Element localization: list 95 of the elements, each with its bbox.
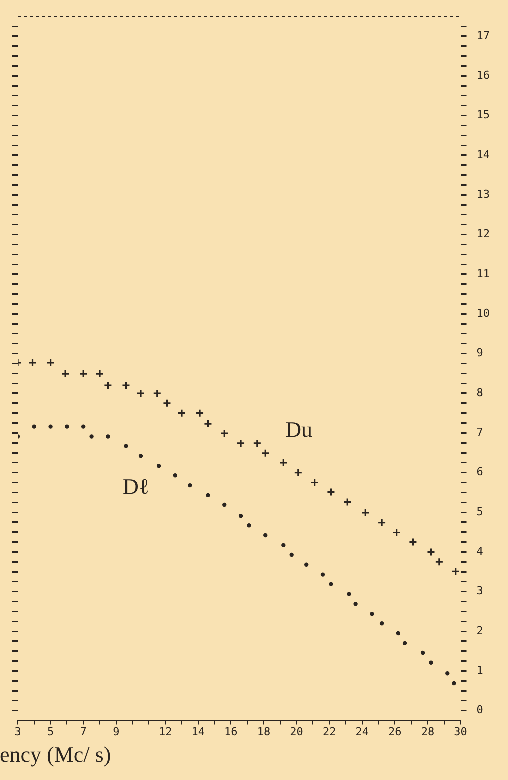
x-tick-label: 30 [454, 725, 468, 738]
point [48, 424, 53, 429]
point [396, 631, 401, 636]
point [310, 478, 320, 488]
point [426, 548, 436, 556]
x-tick-label: 12 [158, 725, 172, 738]
y-tick-label: 13 [476, 188, 490, 201]
x-tick-label: 9 [113, 725, 120, 738]
point [420, 650, 426, 656]
point [104, 381, 112, 390]
point [28, 358, 38, 368]
point [81, 424, 86, 429]
x-tick-label: 7 [80, 725, 87, 738]
point [343, 498, 352, 506]
point [156, 464, 162, 468]
y-tick-label: 17 [476, 29, 490, 42]
x-tick-label: 18 [257, 725, 271, 738]
point [290, 552, 294, 558]
y-tick-label: 8 [476, 386, 484, 400]
x-tick-label: 22 [322, 725, 336, 738]
point [253, 439, 262, 448]
point [361, 508, 370, 518]
y-tick-label: 0 [476, 704, 484, 717]
x-tick-label: 26 [388, 725, 402, 738]
point [173, 474, 178, 478]
point [162, 399, 172, 408]
point [435, 558, 444, 566]
point [153, 389, 162, 398]
y-tick-label: 6 [476, 466, 484, 479]
point [178, 409, 186, 418]
point [196, 409, 204, 418]
point [32, 424, 36, 429]
point [204, 420, 213, 428]
y-tick-label: 12 [476, 228, 490, 241]
point [320, 572, 326, 577]
point [124, 444, 128, 448]
point [79, 370, 88, 378]
point [402, 641, 408, 646]
point [282, 543, 286, 548]
y-tick-label: 10 [476, 307, 490, 320]
point [304, 562, 309, 567]
x-tick-label: 14 [192, 725, 206, 738]
y-tick-label: 5 [476, 505, 484, 518]
point [392, 528, 402, 538]
point [65, 424, 70, 429]
point [138, 454, 144, 458]
point [46, 358, 56, 368]
y-tick-label: 1 [476, 664, 484, 678]
point [279, 458, 288, 468]
y-tick-label: 2 [476, 624, 484, 638]
point [188, 483, 192, 488]
y-tick-label: 9 [476, 346, 484, 360]
series-label: Dℓ [123, 474, 150, 499]
point [329, 582, 334, 586]
point [238, 514, 244, 518]
point [378, 518, 386, 528]
x-tick-label: 28 [421, 725, 435, 738]
point [136, 389, 146, 398]
y-tick-label: 14 [476, 148, 490, 162]
point [122, 381, 131, 390]
point [261, 449, 270, 458]
point [452, 567, 460, 576]
point [236, 439, 246, 448]
series-label: Du [286, 417, 313, 442]
point [264, 533, 268, 538]
x-tick-label: 16 [224, 725, 238, 738]
point [61, 370, 70, 378]
point [326, 488, 336, 497]
y-tick-label: 16 [476, 68, 490, 82]
point [380, 622, 384, 626]
point [370, 612, 374, 616]
y-tick-label: 4 [476, 545, 484, 558]
point [452, 681, 456, 686]
point [206, 493, 210, 498]
y-tick-label: 11 [476, 267, 490, 280]
y-tick-label: 15 [476, 108, 490, 122]
point [354, 602, 358, 606]
x-tick-label: 24 [356, 725, 370, 738]
point [446, 671, 450, 676]
x-tick-label: 5 [47, 725, 54, 738]
y-tick-label: 7 [476, 426, 484, 440]
point [106, 434, 110, 439]
point [294, 468, 303, 478]
point [408, 538, 418, 547]
point [429, 660, 434, 665]
x-tick-label: 20 [290, 725, 304, 738]
point [247, 524, 252, 528]
point [347, 592, 352, 596]
y-tick-label: 3 [476, 584, 484, 598]
x-tick-label: 3 [14, 725, 22, 738]
point [90, 434, 94, 439]
point [96, 370, 104, 378]
point [222, 502, 227, 508]
x-axis-title: ency (Mc/ s) [0, 742, 112, 768]
point [220, 429, 229, 438]
